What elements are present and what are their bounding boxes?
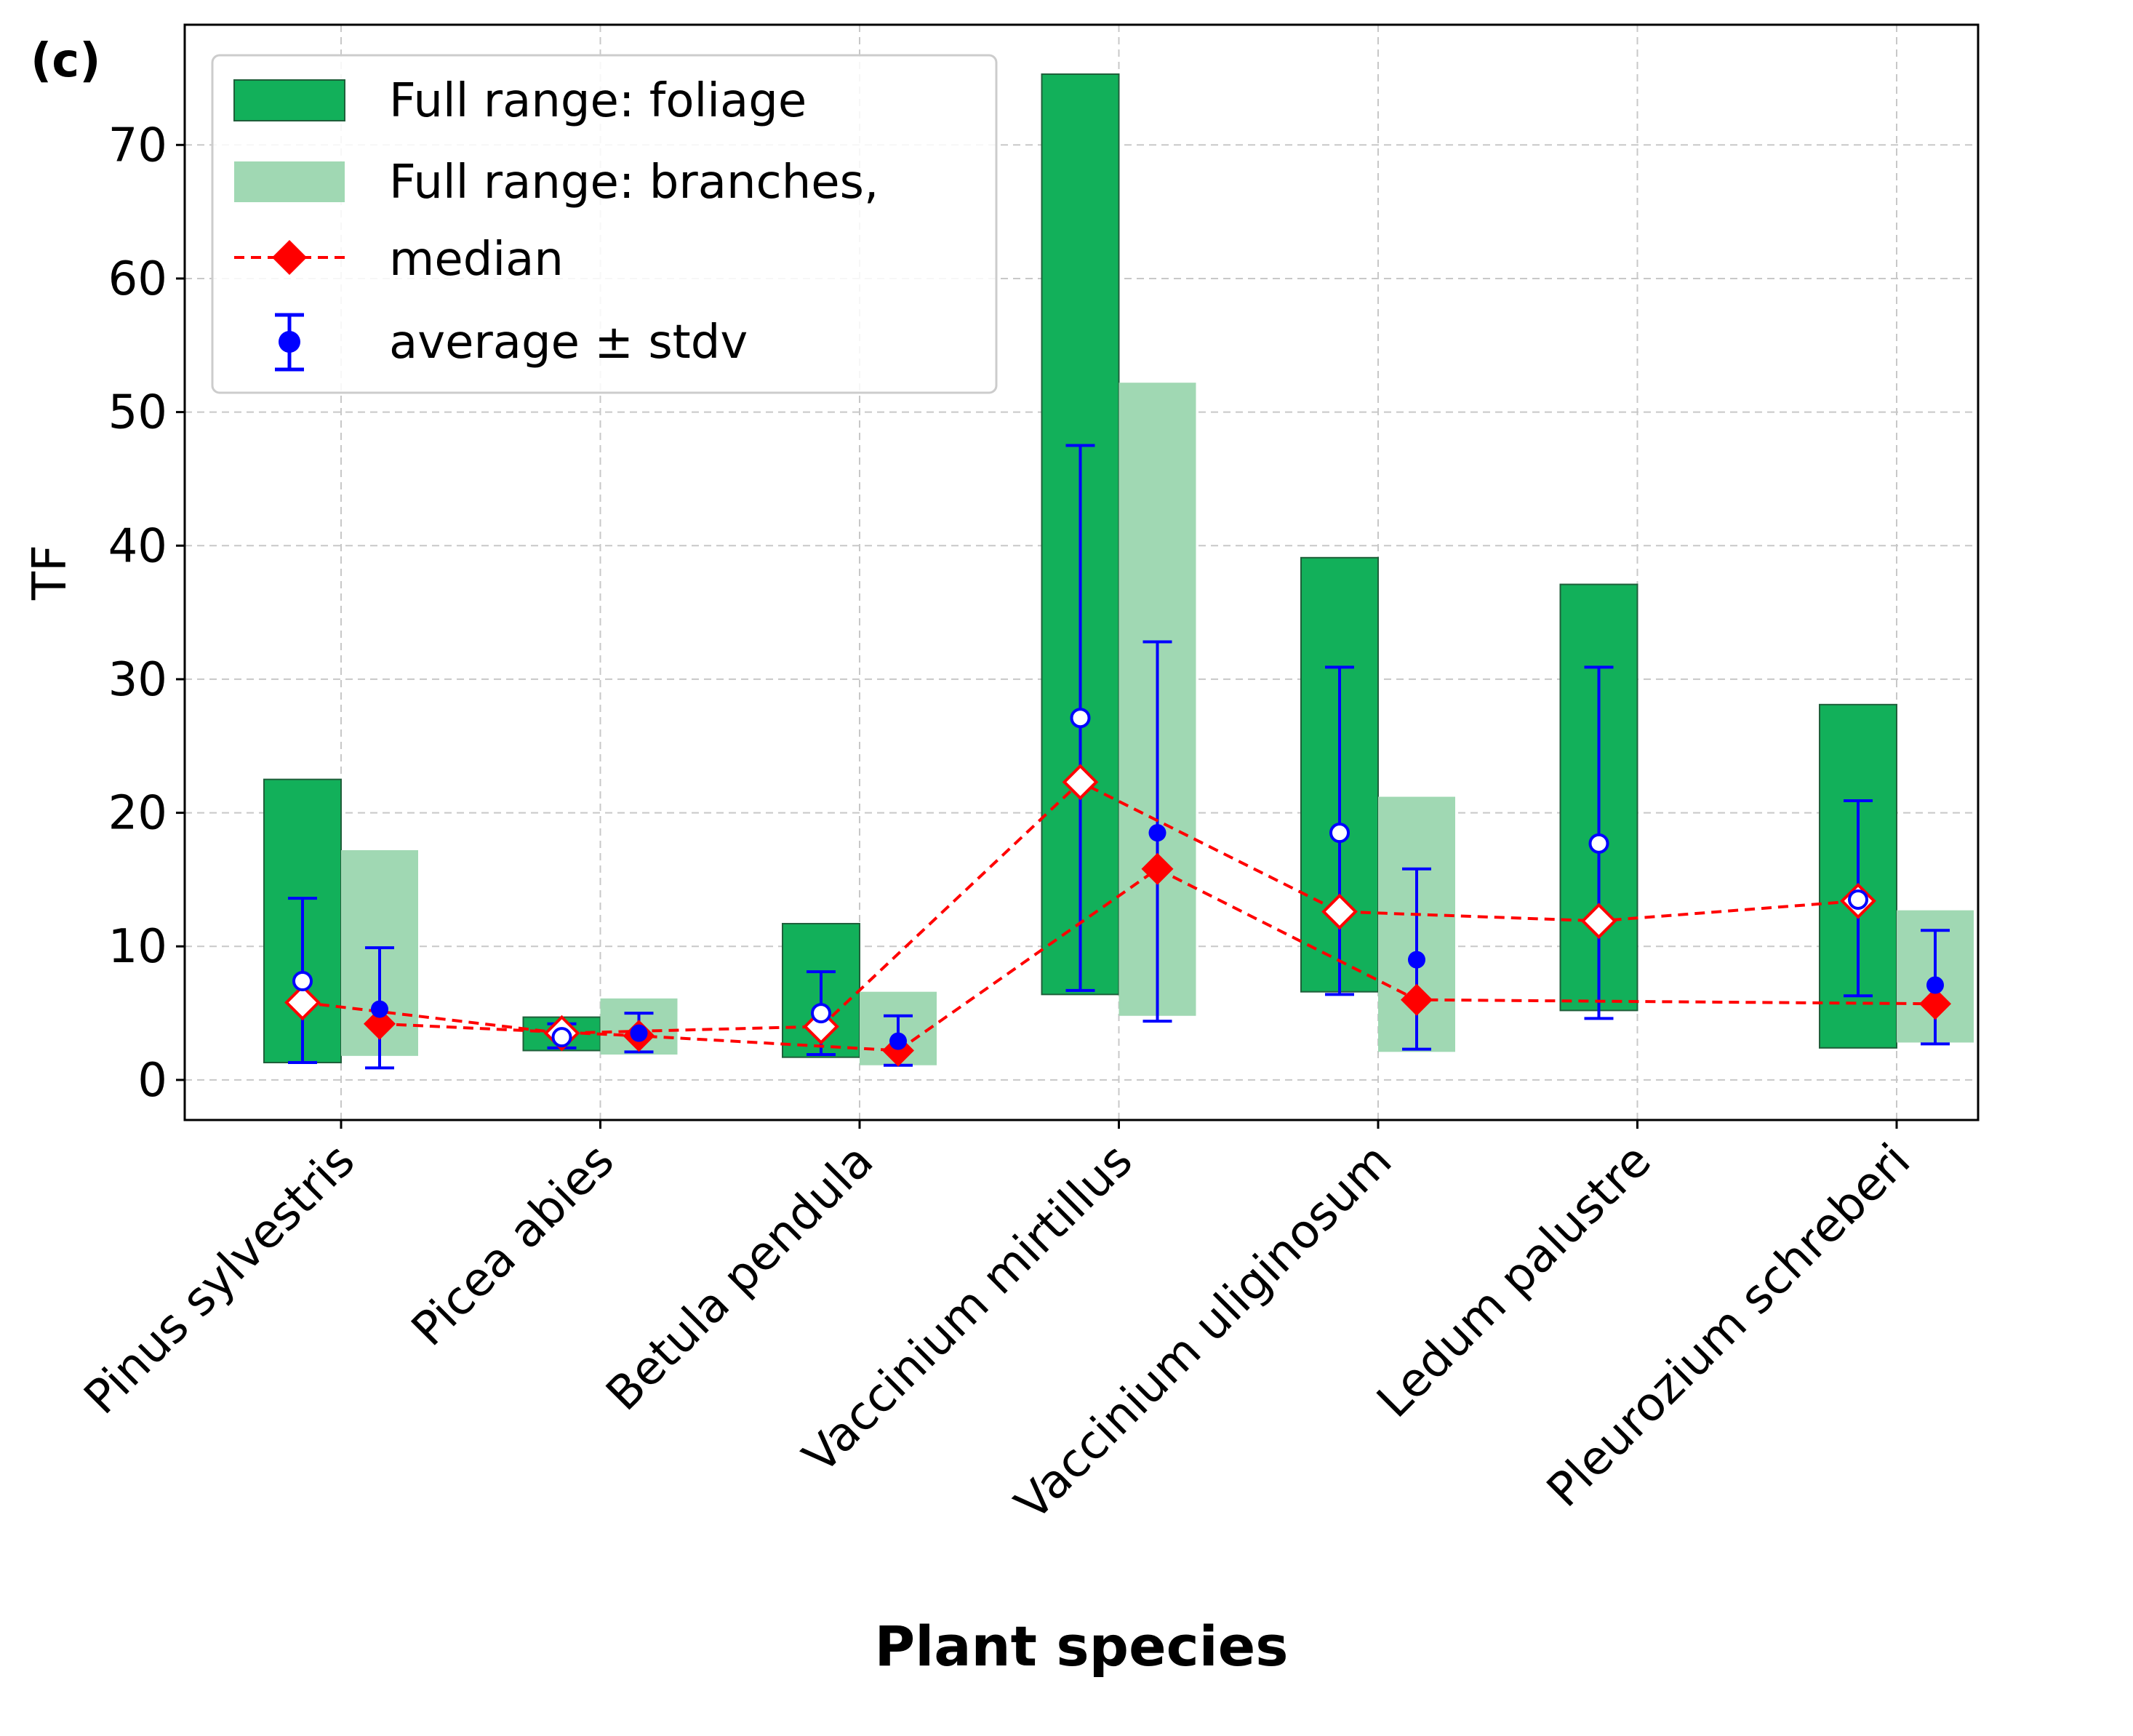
median-marker-foliage — [284, 984, 321, 1021]
average-marker-foliage — [551, 1027, 572, 1048]
median-marker-foliage — [1580, 903, 1617, 940]
average-marker-branches — [371, 1000, 388, 1018]
average-marker-foliage — [811, 1003, 831, 1024]
x-tick-label: Betula pendula — [596, 1134, 884, 1421]
average-marker-branches — [1148, 824, 1166, 842]
average-marker-branches — [1926, 976, 1944, 994]
bars-layer — [263, 73, 1974, 1065]
median-marker-foliage — [1321, 893, 1358, 930]
y-tick-label: 10 — [108, 920, 167, 974]
median-marker-foliage — [1062, 764, 1099, 801]
legend-label-branches: Full range: branches, — [389, 156, 879, 209]
legend-frame — [211, 54, 998, 394]
x-tick-label: Picea abies — [401, 1134, 624, 1356]
average-marker-foliage — [1588, 833, 1609, 854]
median-marker-branches — [364, 1007, 396, 1040]
panel-label: (c) — [31, 34, 100, 88]
y-tick-label: 30 — [108, 653, 167, 707]
average-marker-branches — [1408, 951, 1425, 969]
y-tick-label: 20 — [108, 787, 167, 841]
average-marker-foliage — [1848, 889, 1868, 910]
legend: Full range: foliage Full range: branches… — [211, 54, 998, 394]
average-marker-foliage — [1070, 708, 1091, 729]
y-tick-label: 50 — [108, 386, 167, 440]
legend-label-foliage: Full range: foliage — [389, 74, 807, 128]
legend-label-median: median — [389, 233, 564, 287]
plot-frame — [183, 23, 1980, 1121]
average-marker-branches — [630, 1024, 648, 1042]
average-marker-foliage — [292, 970, 313, 991]
median-marker-branches — [1401, 983, 1433, 1016]
y-tick-label: 60 — [108, 252, 167, 306]
x-tick-label: Pinus sylvestris — [74, 1134, 365, 1425]
legend-swatch-median-marker — [272, 240, 307, 275]
median-line-branches — [379, 867, 1936, 1052]
average-marker-foliage — [1329, 823, 1350, 844]
legend-label-average: average ± stdv — [389, 316, 748, 369]
median-marker-branches — [1141, 852, 1174, 885]
y-axis: 0 10 20 30 40 50 60 70 — [108, 119, 185, 1108]
legend-swatch-branches — [234, 161, 345, 202]
y-tick-label: 0 — [137, 1054, 167, 1108]
average-layer — [292, 708, 1944, 1050]
median-marker-branches — [1919, 988, 1951, 1020]
y-tick-label: 70 — [108, 119, 167, 172]
y-tick-label: 40 — [108, 519, 167, 573]
x-axis-title: Plant species — [875, 1614, 1289, 1679]
legend-swatch-foliage — [233, 79, 345, 121]
x-tick-label: Ledum palustre — [1367, 1134, 1662, 1428]
average-marker-branches — [889, 1032, 907, 1050]
legend-swatch-average-marker — [279, 331, 300, 353]
y-axis-title: TF — [23, 545, 77, 601]
